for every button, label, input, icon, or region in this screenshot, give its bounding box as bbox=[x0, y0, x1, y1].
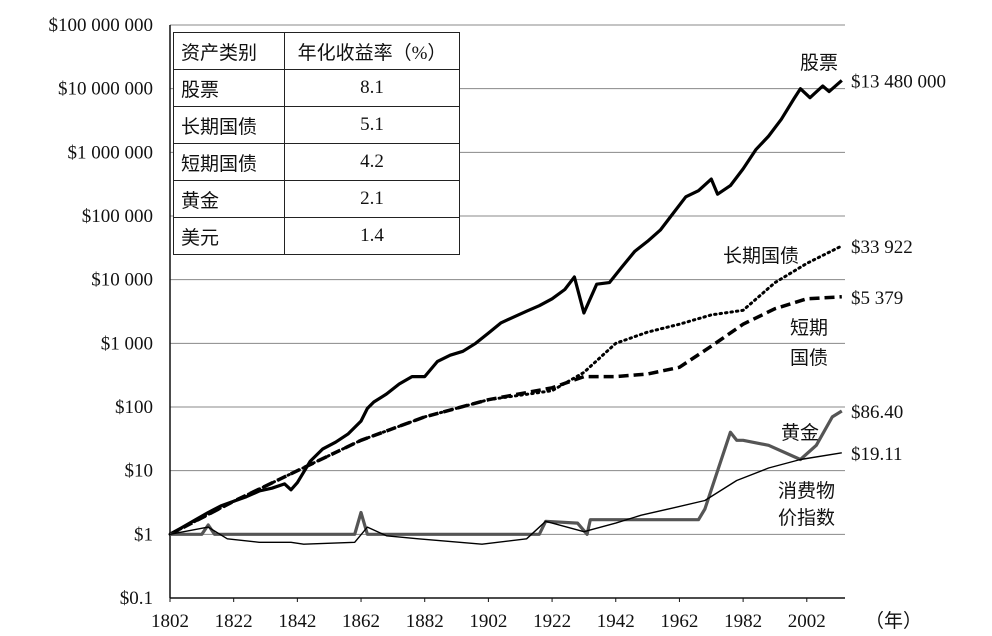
x-tick-label: 1922 bbox=[533, 611, 571, 632]
series-line bbox=[169, 295, 842, 536]
x-axis-unit: （年） bbox=[865, 610, 922, 632]
y-tick-label: $1 bbox=[134, 524, 153, 545]
legend-row: 美元 1.4 bbox=[173, 217, 460, 255]
y-tick-label: $1 000 000 bbox=[68, 142, 154, 163]
series bbox=[168, 79, 844, 545]
y-tick-label: $100 000 bbox=[82, 206, 153, 227]
end-labels: $13 480 000 $33 922 $5 379 $86.40 $19.11 bbox=[851, 71, 946, 464]
series-end-label: $86.40 bbox=[851, 402, 903, 423]
long-bonds-annotation: 长期国债 bbox=[723, 245, 799, 267]
gold-annotation: 黄金 bbox=[781, 422, 819, 444]
y-tick-label: $10 bbox=[125, 461, 154, 482]
labels: 股票 长期国债 短期 国债 黄金 消费物 价指数 bbox=[723, 53, 838, 529]
legend-rate: 2.1 bbox=[284, 180, 460, 218]
x-tick-label: 1862 bbox=[342, 611, 380, 632]
x-tick-label: 1902 bbox=[469, 611, 507, 632]
legend-asset: 股票 bbox=[173, 69, 285, 107]
legend-row: 股票 8.1 bbox=[173, 69, 460, 107]
y-tick-label: $100 000 000 bbox=[49, 15, 154, 36]
y-tick-label: $1 000 bbox=[101, 333, 153, 354]
legend-header-row: 资产类别 年化收益率（%） bbox=[173, 32, 460, 70]
series-end-label: $5 379 bbox=[851, 288, 903, 309]
legend-asset: 长期国债 bbox=[173, 106, 285, 144]
cpi-annotation-line1: 消费物 bbox=[778, 480, 835, 502]
axes: $100 000 000 $10 000 000 $1 000 000 $100 00… bbox=[49, 15, 923, 632]
legend-row: 黄金 2.1 bbox=[173, 180, 460, 218]
series-line bbox=[170, 409, 843, 536]
x-tick-label: 1882 bbox=[406, 611, 444, 632]
y-tick-label: $10 000 000 bbox=[58, 79, 153, 100]
stocks-annotation: 股票 bbox=[800, 53, 838, 74]
y-tick-label: $0.1 bbox=[120, 588, 153, 609]
cpi-annotation-line2: 价指数 bbox=[778, 507, 835, 529]
legend-rate: 8.1 bbox=[284, 69, 460, 107]
short-bills-annotation-line2: 国债 bbox=[790, 347, 828, 369]
series-end-label: $33 922 bbox=[851, 237, 913, 258]
series-line bbox=[169, 452, 842, 545]
x-tick-label: 2002 bbox=[788, 611, 826, 632]
x-tick-label: 1982 bbox=[724, 611, 762, 632]
legend-row: 长期国债 5.1 bbox=[173, 106, 460, 144]
legend-rate: 4.2 bbox=[284, 143, 460, 181]
x-tick-label: 1842 bbox=[278, 611, 316, 632]
legend-rate: 1.4 bbox=[284, 217, 460, 255]
short-bills-annotation-line1: 短期 bbox=[790, 317, 828, 339]
series-line bbox=[169, 79, 843, 536]
legend-table: 资产类别 年化收益率（%） 股票 8.1 长期国债 5.1 短期国债 4.2 黄… bbox=[173, 32, 460, 255]
x-tick-label: 1802 bbox=[151, 611, 189, 632]
series-end-label: $19.11 bbox=[851, 444, 903, 465]
y-tick-label: $100 bbox=[115, 397, 153, 418]
legend-header-rate: 年化收益率（%） bbox=[284, 32, 460, 70]
series-line bbox=[168, 244, 844, 536]
legend-row: 短期国债 4.2 bbox=[173, 143, 460, 181]
x-tick-label: 1822 bbox=[215, 611, 253, 632]
y-tick-label: $10 000 bbox=[91, 270, 153, 291]
legend-asset: 短期国债 bbox=[173, 143, 285, 181]
x-tick-label: 1942 bbox=[597, 611, 635, 632]
legend-asset: 美元 bbox=[173, 217, 285, 255]
legend-asset: 黄金 bbox=[173, 180, 285, 218]
legend-rate: 5.1 bbox=[284, 106, 460, 144]
series-end-label: $13 480 000 bbox=[851, 71, 946, 92]
x-tick-label: 1962 bbox=[660, 611, 698, 632]
legend-header-asset: 资产类别 bbox=[173, 32, 285, 70]
